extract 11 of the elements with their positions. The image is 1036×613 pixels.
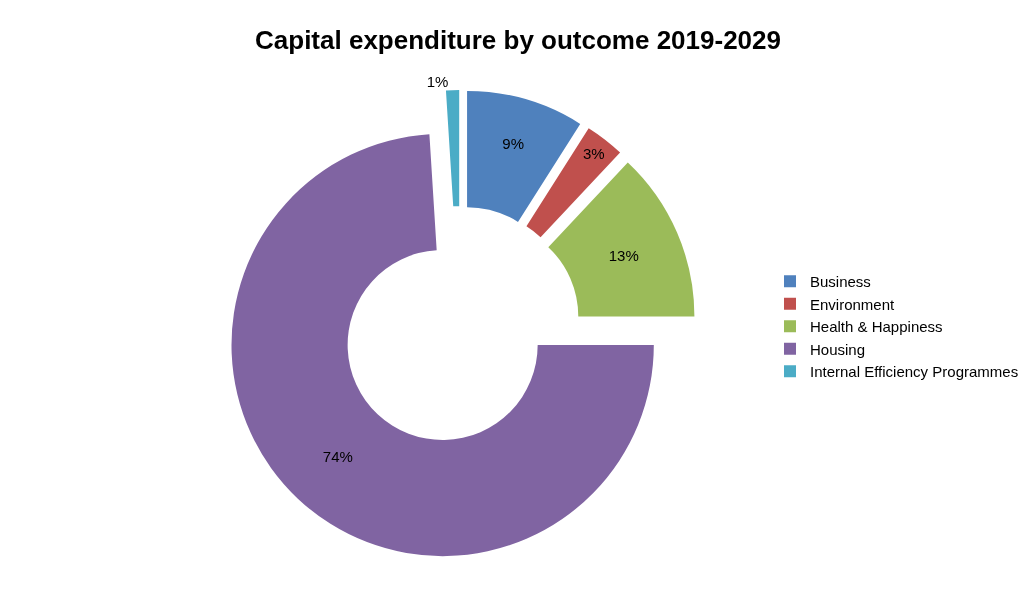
legend-label: Housing — [810, 340, 866, 358]
data-label: 1% — [426, 73, 449, 91]
data-label: 9% — [502, 135, 524, 153]
chart-title: Capital expenditure by outcome 2019-2029 — [255, 24, 781, 55]
legend-label: Internal Efficiency Programmes — [810, 363, 1019, 381]
data-label: 3% — [582, 145, 605, 163]
legend-label: Environment — [810, 295, 896, 313]
legend-label: Business — [810, 273, 871, 291]
data-label: 13% — [608, 247, 639, 265]
legend-label: Health & Happiness — [810, 318, 943, 336]
data-label: 74% — [322, 448, 353, 466]
